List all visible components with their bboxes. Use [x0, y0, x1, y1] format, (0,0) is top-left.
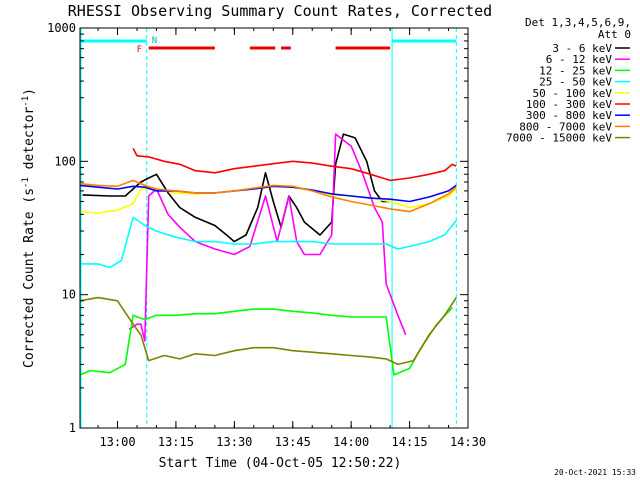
plot-frame: [79, 27, 469, 429]
x-tick-label: 13:00: [99, 435, 135, 449]
y-tick-label: 100: [54, 154, 76, 168]
legend-entry-label: 50 - 100 keV: [533, 87, 613, 100]
x-axis-label: Start Time (04-Oct-05 12:50:22): [159, 456, 402, 471]
legend-header-line: Att 0: [598, 28, 631, 41]
y-tick-label: 1000: [47, 21, 76, 35]
footer-date: 20-Oct-2021 15:33: [554, 468, 636, 477]
legend-entry-label: 3 - 6 keV: [552, 42, 612, 55]
x-tick-label: 14:00: [333, 435, 369, 449]
y-axis-label-part: ): [22, 88, 37, 96]
legend-entry-label: 12 - 25 keV: [539, 64, 612, 77]
y-axis-label-superscript: -1: [21, 177, 31, 188]
legend-entry-label: 300 - 800 keV: [526, 109, 612, 122]
legend-entry-label: 25 - 50 keV: [539, 76, 612, 89]
legend-entry-label: 100 - 300 keV: [526, 98, 612, 111]
night-flag-label: N: [152, 36, 157, 46]
series-line-8: [79, 179, 457, 213]
legend-entry-label: 800 - 7000 keV: [519, 120, 612, 133]
legend-header-line: Det 1,3,4,5,6,9,: [525, 16, 631, 29]
y-axis-label: Corrected Count Rate (s-1 detector-1): [21, 88, 37, 368]
x-tick-label: 13:15: [158, 435, 194, 449]
series-line-6: [132, 148, 457, 182]
series-line-4: [80, 216, 457, 269]
chart-title: RHESSI Observing Summary Count Rates, Co…: [68, 2, 492, 20]
series-line-9: [79, 296, 457, 366]
y-axis-label-part: Corrected Count Rate (s: [22, 188, 37, 368]
x-tick-label: 14:15: [392, 435, 428, 449]
y-axis-label-part: detector: [22, 107, 37, 178]
y-axis-label-text: Corrected Count Rate (s-1 detector-1): [21, 88, 37, 368]
y-tick-label: 1: [69, 421, 76, 435]
axes: 13:00 13:15 13:30 13:45 14:00 14:15 14:30 1 10 10…: [47, 21, 486, 449]
series-line-7: [79, 184, 457, 203]
x-tick-label: 14:30: [450, 435, 486, 449]
series-line-1: [82, 133, 391, 243]
flare-flag-label: F: [137, 45, 142, 55]
x-tick-label: 13:30: [216, 435, 252, 449]
legend-entry-label: 7000 - 15000 keV: [506, 132, 612, 145]
plot-area: NF: [79, 28, 457, 428]
x-tick-label: 13:45: [275, 435, 311, 449]
y-axis-label-superscript: -1: [21, 96, 31, 107]
legend-entry-label: 6 - 12 keV: [546, 53, 613, 66]
series-line-3: [79, 307, 453, 376]
y-tick-label: 10: [62, 288, 76, 302]
